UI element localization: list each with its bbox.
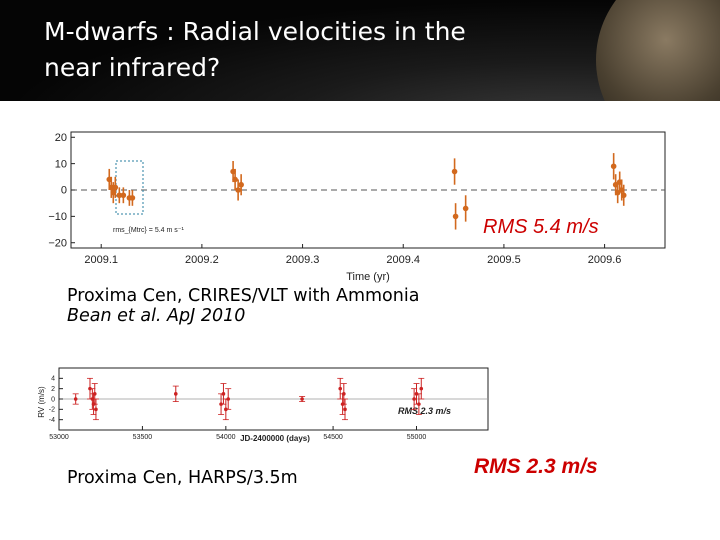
data-point <box>342 398 348 421</box>
data-point <box>129 190 136 206</box>
data-point <box>235 179 241 201</box>
y-tick-label: 4 <box>51 376 55 383</box>
point-marker <box>173 392 178 396</box>
data-layer-2 <box>72 377 425 421</box>
point-marker <box>129 195 136 201</box>
x-tick-label: 54500 <box>323 434 343 441</box>
x-tick-label: 55000 <box>407 434 427 441</box>
y-tick-label: 20 <box>55 132 67 144</box>
point-marker <box>417 402 421 406</box>
data-point <box>238 174 244 196</box>
data-layer <box>106 153 627 230</box>
point-marker <box>338 386 343 391</box>
x-tick-label: 2009.5 <box>487 254 521 266</box>
data-point <box>415 393 422 415</box>
y-tick-label: −20 <box>48 237 67 249</box>
data-point <box>116 187 123 204</box>
title-banner: M-dwarfs : Radial velocities in the near… <box>0 0 720 101</box>
point-marker <box>342 392 346 396</box>
data-point <box>172 385 179 402</box>
point-marker <box>221 392 226 396</box>
data-point <box>232 168 238 190</box>
data-point <box>452 203 459 230</box>
harps-rv-chart: RV (m/s) JD-2400000 (days) RMS 2.3 m/s 5… <box>37 367 489 443</box>
point-marker <box>116 192 123 199</box>
rms-label-bg <box>478 210 662 240</box>
data-point <box>340 383 347 405</box>
point-marker <box>92 392 97 396</box>
x-tick-label: 2009.3 <box>286 254 320 266</box>
data-point <box>299 396 306 402</box>
x-axis-label-2: JD-2400000 (days) <box>240 434 310 443</box>
point-marker <box>412 397 416 401</box>
data-point <box>610 153 617 180</box>
title-line-2: near infrared? <box>44 53 221 82</box>
point-marker <box>300 397 304 401</box>
point-marker <box>94 407 98 412</box>
data-point <box>462 195 469 222</box>
caption-harps: Proxima Cen, HARPS/3.5m <box>67 468 298 488</box>
caption-crires-line1: Proxima Cen, CRIRES/VLT with Ammonia <box>67 286 420 306</box>
y-tick-label: 10 <box>55 158 67 170</box>
point-marker <box>235 187 241 193</box>
title-line-1: M-dwarfs : Radial velocities in the <box>44 17 466 46</box>
y-axis-label-2: RV (m/s) <box>37 386 46 418</box>
y-tick-label: 0 <box>51 396 55 403</box>
rms-label-top: RMS 5.4 m/s <box>483 216 599 238</box>
point-marker <box>620 192 627 199</box>
point-marker <box>452 213 459 220</box>
y-tick-label: 2 <box>51 386 55 393</box>
point-marker <box>226 397 231 401</box>
point-marker <box>610 163 617 170</box>
x-tick-label: 53500 <box>133 434 153 441</box>
data-point <box>418 377 425 400</box>
y-tick-label: -4 <box>49 417 55 424</box>
tick-layer: 2009.1 2009.2 2009.3 2009.4 2009.5 2009.6 20 10… <box>48 132 621 266</box>
crires-rv-chart: rms_{Mtrc} = 5.4 m s⁻¹ Time (yr) 2009.1 2… <box>48 131 666 283</box>
point-marker <box>462 205 469 212</box>
point-marker <box>419 386 424 391</box>
planet-image <box>596 0 720 101</box>
data-point <box>451 158 458 185</box>
caption-crires: Proxima Cen, CRIRES/VLT with Ammonia Bea… <box>67 286 419 326</box>
data-point <box>620 184 627 206</box>
point-marker <box>343 407 347 412</box>
data-point <box>91 383 98 405</box>
rms-annotation-2: RMS 2.3 m/s <box>398 406 451 416</box>
x-tick-label: 54000 <box>216 434 236 441</box>
data-point <box>72 393 79 405</box>
data-point <box>225 388 232 410</box>
x-tick-label: 2009.6 <box>588 254 622 266</box>
point-marker <box>120 192 127 199</box>
rms-label-bottom: RMS 2.3 m/s <box>474 455 598 478</box>
point-marker <box>112 184 119 191</box>
rms-annotation: rms_{Mtrc} = 5.4 m s⁻¹ <box>113 227 184 234</box>
data-point <box>112 176 119 198</box>
y-tick-label: −10 <box>48 211 67 223</box>
y-tick-label: 0 <box>61 185 67 197</box>
caption-crires-line2: Bean et al. ApJ 2010 <box>67 306 246 326</box>
point-marker <box>73 397 78 401</box>
slide-title: M-dwarfs : Radial velocities in the near… <box>44 14 564 86</box>
data-point <box>120 187 127 204</box>
x-tick-label: 2009.4 <box>386 254 420 266</box>
tick-layer-2: 53000 53500 54000 54500 55000 4 2 0 -2 -4 <box>49 376 427 441</box>
x-tick-label: 53000 <box>49 434 69 441</box>
x-tick-label: 2009.2 <box>185 254 219 266</box>
point-marker <box>238 181 244 188</box>
data-point <box>337 377 344 400</box>
x-tick-label: 2009.1 <box>84 254 118 266</box>
y-tick-label: -2 <box>49 407 55 414</box>
point-marker <box>451 168 458 175</box>
x-axis-label: Time (yr) <box>346 271 390 283</box>
data-point <box>92 398 99 421</box>
point-marker <box>232 176 238 183</box>
